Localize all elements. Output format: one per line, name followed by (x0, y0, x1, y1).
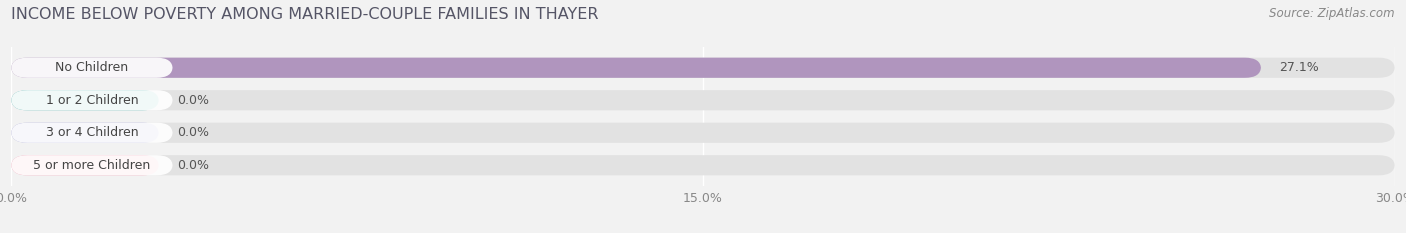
Text: 5 or more Children: 5 or more Children (34, 159, 150, 172)
Text: 0.0%: 0.0% (177, 159, 209, 172)
FancyBboxPatch shape (11, 123, 1395, 143)
Text: 0.0%: 0.0% (177, 126, 209, 139)
FancyBboxPatch shape (11, 90, 159, 110)
Text: 27.1%: 27.1% (1279, 61, 1319, 74)
Text: No Children: No Children (55, 61, 128, 74)
FancyBboxPatch shape (11, 155, 159, 175)
Text: Source: ZipAtlas.com: Source: ZipAtlas.com (1270, 7, 1395, 20)
FancyBboxPatch shape (11, 90, 173, 110)
Text: INCOME BELOW POVERTY AMONG MARRIED-COUPLE FAMILIES IN THAYER: INCOME BELOW POVERTY AMONG MARRIED-COUPL… (11, 7, 599, 22)
FancyBboxPatch shape (11, 123, 159, 143)
Text: 1 or 2 Children: 1 or 2 Children (45, 94, 138, 107)
FancyBboxPatch shape (11, 58, 1395, 78)
FancyBboxPatch shape (11, 155, 173, 175)
FancyBboxPatch shape (11, 58, 1261, 78)
FancyBboxPatch shape (11, 90, 1395, 110)
Text: 0.0%: 0.0% (177, 94, 209, 107)
Text: 3 or 4 Children: 3 or 4 Children (45, 126, 138, 139)
FancyBboxPatch shape (11, 58, 173, 78)
FancyBboxPatch shape (11, 123, 173, 143)
FancyBboxPatch shape (11, 155, 1395, 175)
